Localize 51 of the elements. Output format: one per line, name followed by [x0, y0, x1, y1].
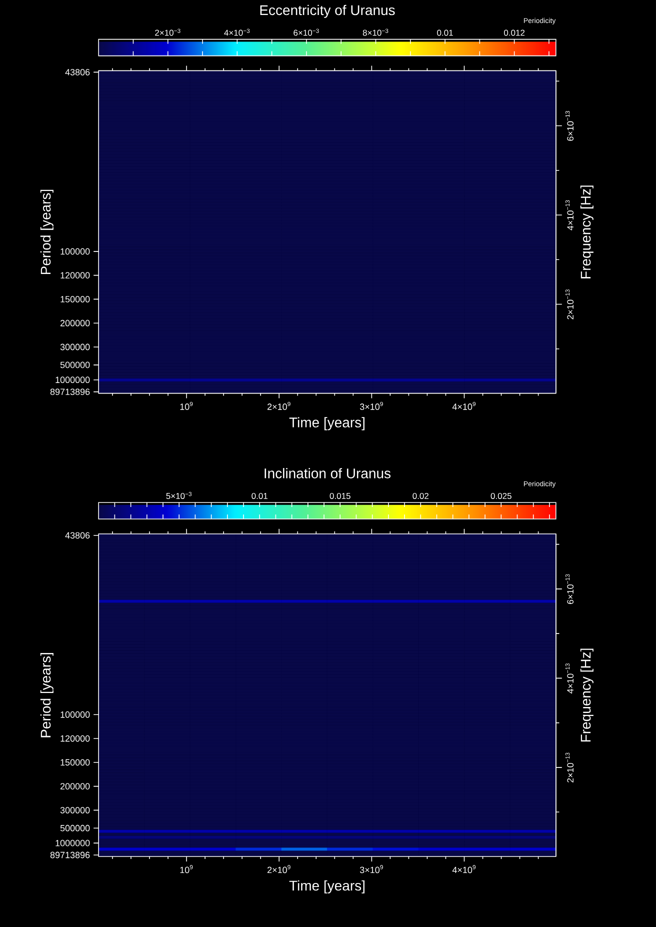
y-tick-label: 200000	[60, 320, 90, 326]
x-tick-label: 3×10$^{9}$	[360, 865, 383, 874]
y-tick-label: 300000	[60, 344, 90, 350]
y-tick-label: 120000	[60, 272, 90, 278]
x-tick-label: 10$^{9}$	[180, 402, 193, 410]
x-axis-title: Time [years]	[289, 880, 364, 894]
chart-title: Eccentricity of Uranus	[260, 4, 395, 18]
y-tick-label: 1000000	[56, 840, 90, 846]
y2-tick-label: 6×10$^{−13}$	[565, 574, 574, 604]
color-bar-label: 0.02	[412, 492, 428, 499]
y-tick-label: 1000000	[56, 376, 90, 384]
color-bar-label: 5×10$^{−3}$	[166, 492, 192, 499]
y-tick-label: 500000	[60, 362, 90, 368]
y-axis-title: Period [years]	[40, 190, 54, 274]
color-bar-label: 0.025	[490, 492, 512, 499]
y2-axis-title: Frequency [Hz]	[580, 648, 594, 742]
x-tick-label: 3×10$^{9}$	[360, 402, 383, 410]
color-bar-label: 0.01	[252, 492, 268, 499]
chart-title: Inclination of Uranus	[264, 468, 391, 478]
y-tick-label: 150000	[60, 759, 90, 766]
y2-tick-label: 2×10$^{−13}$	[565, 290, 574, 320]
color-bar-label: 2×10$^{−3}$	[155, 28, 180, 36]
y-tick-label: 150000	[60, 296, 90, 302]
y-tick-label: 43806	[65, 532, 90, 539]
y-tick-label: 120000	[60, 735, 90, 742]
y2-tick-label: 2×10$^{−13}$	[565, 752, 574, 782]
y2-tick-label: 4×10$^{−13}$	[565, 663, 574, 694]
x-tick-label: 4×10$^{9}$	[452, 865, 476, 874]
color-bar-label: 0.012	[504, 30, 525, 36]
y-tick-label: 89713896	[50, 852, 90, 858]
y-tick-label: 89713896	[50, 388, 90, 395]
color-bar-label: 0.01	[437, 30, 453, 36]
y-tick-label: 300000	[60, 807, 90, 814]
color-bar-label: 0.015	[330, 492, 350, 499]
color-bar-label: 4×10$^{−3}$	[224, 28, 250, 36]
y-tick-label: 200000	[60, 783, 90, 790]
y-tick-label: 100000	[60, 711, 90, 718]
x-tick-label: 4×10$^{9}$	[452, 402, 476, 410]
y-tick-label: 100000	[60, 248, 90, 255]
y2-tick-label: 6×10$^{−13}$	[565, 111, 574, 141]
color-bar-label: 6×10$^{−3}$	[294, 28, 319, 36]
y2-tick-label: 4×10$^{−13}$	[565, 200, 574, 230]
y-tick-label: 43806	[65, 69, 90, 76]
y2-axis-title: Frequency [Hz]	[580, 186, 594, 278]
x-tick-label: 10$^{9}$	[180, 865, 193, 874]
y-tick-label: 500000	[60, 824, 90, 832]
x-axis-title: Time [years]	[289, 417, 364, 430]
y-axis-title: Period [years]	[40, 653, 54, 738]
color-bar-label: 8×10$^{−3}$	[362, 28, 388, 36]
x-tick-label: 2×10$^{9}$	[268, 865, 290, 874]
x-tick-label: 2×10$^{9}$	[268, 402, 290, 410]
